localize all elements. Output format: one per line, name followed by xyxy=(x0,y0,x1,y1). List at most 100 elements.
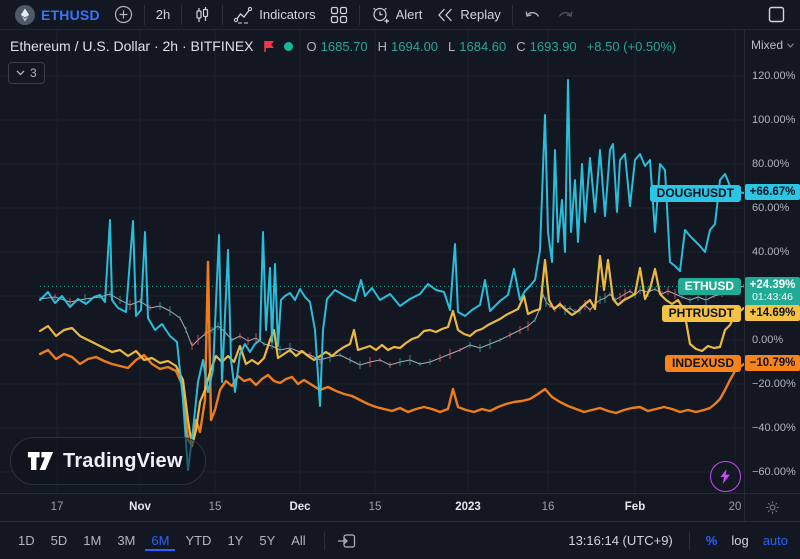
toolbar-separator xyxy=(689,532,690,550)
price-axis-label: −60.00% xyxy=(752,465,796,479)
price-axis-label: 40.00% xyxy=(752,245,789,259)
symbol-button[interactable]: ETHUSD xyxy=(8,5,107,25)
toolbar-separator xyxy=(324,532,325,550)
series-label-phtrusdt[interactable]: PHTRUSDT xyxy=(662,305,741,322)
collapsed-count: 3 xyxy=(30,66,37,80)
range-button-5d[interactable]: 5D xyxy=(45,530,74,551)
replay-button[interactable]: Replay xyxy=(429,7,507,23)
redo-icon xyxy=(556,8,574,22)
time-axis-label: 15 xyxy=(209,501,222,513)
go-to-date-icon xyxy=(337,532,356,550)
alert-button[interactable]: Alert xyxy=(364,5,430,24)
market-status-dot[interactable] xyxy=(284,42,293,51)
open-value: 1685.70 xyxy=(321,39,368,54)
price-axis-label: 60.00% xyxy=(752,201,789,215)
tradingview-app: ETHUSD 2h Indicators xyxy=(0,0,800,559)
indicators-icon xyxy=(234,6,253,24)
maximize-button[interactable] xyxy=(761,6,792,23)
chart-pane: Ethereum / U.S. Dollar · 2h · BITFINEX O… xyxy=(0,30,744,493)
undo-button[interactable] xyxy=(517,8,549,22)
series-label-ethusd[interactable]: ETHUSD xyxy=(678,278,741,295)
bottom-toolbar: 1D5D1M3M6MYTD1Y5YAll 13:16:14 (UTC+9) % … xyxy=(0,521,800,559)
series-label-doughusdt[interactable]: DOUGHUSDT xyxy=(650,185,741,202)
range-button-6m[interactable]: 6M xyxy=(145,530,175,551)
auto-scale-button[interactable]: auto xyxy=(763,533,788,548)
indicators-button[interactable]: Indicators xyxy=(227,6,322,24)
toolbar-separator xyxy=(144,5,145,25)
gear-icon xyxy=(765,500,780,515)
change-value: +8.50 (+0.50%) xyxy=(587,39,677,54)
close-value: 1693.90 xyxy=(530,39,577,54)
chevron-down-icon xyxy=(16,70,25,76)
price-axis-label: 100.00% xyxy=(752,113,795,127)
range-button-ytd[interactable]: YTD xyxy=(179,530,217,551)
interval-button[interactable]: 2h xyxy=(149,7,177,22)
date-range-buttons: 1D5D1M3M6MYTD1Y5YAll xyxy=(12,530,316,551)
tradingview-logo-icon xyxy=(27,451,54,471)
price-axis-label: 80.00% xyxy=(752,157,789,171)
price-badge-ethusd: +24.39%01:43:46 xyxy=(745,277,800,306)
range-button-1y[interactable]: 1Y xyxy=(221,530,249,551)
alert-clock-icon xyxy=(371,5,390,24)
bar-countdown: 01:43:46 xyxy=(745,291,800,303)
lightning-icon xyxy=(720,469,731,484)
time-axis-label: 16 xyxy=(542,501,555,513)
price-axis[interactable]: Mixed 120.00%100.00%80.00%60.00%40.00%0.… xyxy=(744,30,800,493)
clock-utc-button[interactable]: 13:16:14 (UTC+9) xyxy=(568,533,672,548)
legend-collapse-toggle[interactable]: 3 xyxy=(8,62,45,84)
toolbar-separator xyxy=(359,5,360,25)
time-axis-label: Nov xyxy=(129,501,151,513)
toolbar-separator xyxy=(512,5,513,25)
range-button-5y[interactable]: 5Y xyxy=(253,530,281,551)
undo-icon xyxy=(524,8,542,22)
watermark-text: TradingView xyxy=(63,450,183,473)
price-badge-phtrusdt: +14.69% xyxy=(745,305,800,321)
compare-add-button[interactable] xyxy=(107,5,140,24)
top-toolbar: ETHUSD 2h Indicators xyxy=(0,0,800,30)
flag-icon[interactable] xyxy=(262,39,276,53)
time-axis-label: 2023 xyxy=(455,501,481,513)
ohlc-values: O1685.70 H1694.00 L1684.60 C1693.90 +8.5… xyxy=(307,39,677,54)
price-axis-label: −20.00% xyxy=(752,377,796,391)
toolbar-separator xyxy=(222,5,223,25)
legend-title[interactable]: Ethereum / U.S. Dollar · 2h · BITFINEX xyxy=(10,38,254,54)
time-axis-label: 17 xyxy=(51,501,64,513)
layout-grid-button[interactable] xyxy=(323,6,355,24)
candlestick-icon xyxy=(193,6,211,24)
axis-settings-corner[interactable] xyxy=(744,493,800,521)
range-button-all[interactable]: All xyxy=(285,530,311,551)
percent-scale-button[interactable]: % xyxy=(706,533,718,548)
indicators-label: Indicators xyxy=(259,7,315,22)
redo-button[interactable] xyxy=(549,8,581,22)
low-value: 1684.60 xyxy=(459,39,506,54)
price-scale-mode-dropdown[interactable]: Mixed xyxy=(745,38,800,52)
alert-label: Alert xyxy=(396,7,423,22)
ethereum-logo-icon xyxy=(15,5,35,25)
range-button-3m[interactable]: 3M xyxy=(111,530,141,551)
series-label-indexusd[interactable]: INDEXUSD xyxy=(665,355,741,372)
go-to-date-button[interactable] xyxy=(333,532,360,550)
range-button-1d[interactable]: 1D xyxy=(12,530,41,551)
price-axis-label: −40.00% xyxy=(752,421,796,435)
price-badge-doughusdt: +66.67% xyxy=(745,184,800,200)
replay-icon xyxy=(436,7,454,23)
chevron-down-icon xyxy=(787,43,794,48)
time-axis-label: 20 xyxy=(729,501,742,513)
price-chart-canvas[interactable] xyxy=(0,30,744,493)
price-axis-label: 120.00% xyxy=(752,69,795,83)
time-axis-label: Feb xyxy=(625,501,645,513)
symbol-name: ETHUSD xyxy=(41,7,100,23)
time-axis-label: Dec xyxy=(289,501,310,513)
quick-trade-button[interactable] xyxy=(710,461,741,492)
log-scale-button[interactable]: log xyxy=(731,533,748,548)
bottom-right-controls: 13:16:14 (UTC+9) % log auto xyxy=(568,532,788,550)
chart-legend[interactable]: Ethereum / U.S. Dollar · 2h · BITFINEX O… xyxy=(10,38,676,54)
time-axis-label: 15 xyxy=(369,501,382,513)
time-axis[interactable]: 17 Nov 15 Dec 15 2023 16 Feb 20 xyxy=(0,493,744,521)
tradingview-logo-link[interactable]: TradingView xyxy=(10,437,206,485)
replay-label: Replay xyxy=(460,7,500,22)
chart-style-button[interactable] xyxy=(186,6,218,24)
high-value: 1694.00 xyxy=(391,39,438,54)
range-button-1m[interactable]: 1M xyxy=(77,530,107,551)
price-scale-mode-label: Mixed xyxy=(751,38,783,52)
